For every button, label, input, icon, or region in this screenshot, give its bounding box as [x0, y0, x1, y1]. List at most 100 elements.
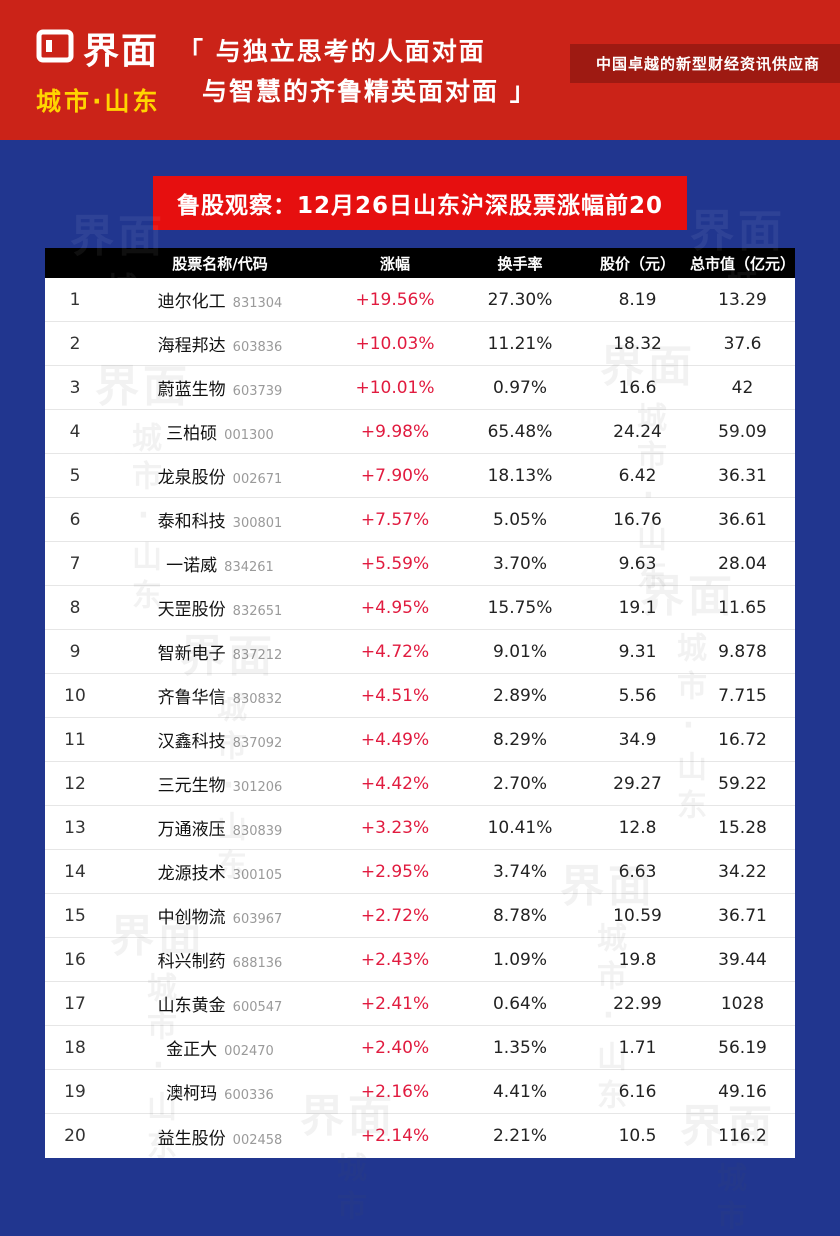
- name-cell: 海程邦达 603836: [105, 331, 335, 356]
- rank-cell: 17: [64, 993, 86, 1014]
- change-cell: +10.03%: [355, 333, 435, 354]
- header-banner: 界面 城市·山东 「 与独立思考的人面对面 与智慧的齐鲁精英面对面 」 中国卓越…: [0, 0, 840, 140]
- logo-subtext: 城市·山东: [36, 87, 161, 116]
- name-cell: 汉鑫科技 837092: [105, 727, 335, 752]
- turnover-cell: 27.30%: [487, 289, 553, 310]
- rank-cell: 12: [64, 773, 86, 794]
- price-cell: 18.32: [613, 333, 662, 354]
- header-price: 股价（元）: [599, 254, 675, 273]
- name-cell: 智新电子 837212: [105, 639, 335, 664]
- name-cell: 三元生物 301206: [105, 771, 335, 796]
- name-cell: 天罡股份 832651: [105, 595, 335, 620]
- stock-code: 830839: [232, 824, 283, 839]
- price-cell: 6.63: [618, 861, 657, 882]
- name-cell: 齐鲁华信 830832: [105, 683, 335, 708]
- stock-code: 603967: [232, 912, 283, 927]
- table-row: 12 三元生物 301206 +4.42% 2.70% 29.27 59.22: [45, 762, 795, 806]
- table-row: 16 科兴制药 688136 +2.43% 1.09% 19.8 39.44: [45, 938, 795, 982]
- change-cell: +19.56%: [355, 289, 435, 310]
- stock-name: 山东黄金: [157, 996, 226, 1016]
- tagline: 中国卓越的新型财经资讯供应商: [569, 44, 840, 83]
- table-row: 15 中创物流 603967 +2.72% 8.78% 10.59 36.71: [45, 894, 795, 938]
- price-cell: 10.59: [613, 905, 662, 926]
- price-cell: 19.8: [618, 949, 657, 970]
- price-cell: 5.56: [618, 685, 657, 706]
- rank-cell: 9: [69, 641, 81, 662]
- cap-cell: 49.16: [718, 1081, 767, 1102]
- table-row: 6 泰和科技 300801 +7.57% 5.05% 16.76 36.61: [45, 498, 795, 542]
- stock-code: 837212: [232, 648, 283, 663]
- rank-cell: 15: [64, 905, 86, 926]
- turnover-cell: 8.78%: [492, 905, 547, 926]
- table-row: 20 益生股份 002458 +2.14% 2.21% 10.5 116.2: [45, 1114, 795, 1158]
- stock-code: 001300: [224, 428, 274, 443]
- turnover-cell: 15.75%: [487, 597, 553, 618]
- change-cell: +3.23%: [360, 817, 430, 838]
- stock-table-body: 1 迪尔化工 831304 +19.56% 27.30% 8.19 13.29 …: [45, 278, 795, 1158]
- rank-cell: 11: [64, 729, 86, 750]
- stock-name: 泰和科技: [157, 512, 226, 532]
- price-cell: 6.16: [618, 1081, 657, 1102]
- price-cell: 29.27: [613, 773, 662, 794]
- stock-name: 科兴制药: [157, 952, 226, 972]
- change-cell: +2.95%: [360, 861, 430, 882]
- cap-cell: 16.72: [718, 729, 767, 750]
- table-row: 2 海程邦达 603836 +10.03% 11.21% 18.32 37.6: [45, 322, 795, 366]
- change-cell: +4.72%: [360, 641, 430, 662]
- cap-cell: 37.6: [723, 333, 762, 354]
- stock-code: 300801: [232, 516, 283, 531]
- price-cell: 22.99: [613, 993, 662, 1014]
- table-row: 10 齐鲁华信 830832 +4.51% 2.89% 5.56 7.715: [45, 674, 795, 718]
- jiemian-logo-icon: [36, 29, 74, 67]
- name-cell: 泰和科技 300801: [105, 507, 335, 532]
- name-cell: 金正大 002470: [105, 1035, 335, 1060]
- page-title: 鲁股观察：12月26日山东沪深股票涨幅前20: [152, 176, 688, 230]
- table-row: 14 龙源技术 300105 +2.95% 3.74% 6.63 34.22: [45, 850, 795, 894]
- name-cell: 龙源技术 300105: [105, 859, 335, 884]
- slogan: 「 与独立思考的人面对面 与智慧的齐鲁精英面对面 」: [178, 32, 537, 112]
- stock-name: 海程邦达: [157, 336, 226, 356]
- turnover-cell: 3.70%: [492, 553, 547, 574]
- name-cell: 蔚蓝生物 603739: [105, 375, 335, 400]
- stock-code: 832651: [232, 604, 283, 619]
- turnover-cell: 0.64%: [492, 993, 547, 1014]
- change-cell: +7.90%: [360, 465, 430, 486]
- change-cell: +9.98%: [360, 421, 430, 442]
- turnover-cell: 10.41%: [487, 817, 553, 838]
- name-cell: 澳柯玛 600336: [105, 1079, 335, 1104]
- price-cell: 9.63: [618, 553, 657, 574]
- change-cell: +4.42%: [360, 773, 430, 794]
- change-cell: +7.57%: [360, 509, 430, 530]
- stock-code: 600336: [224, 1088, 274, 1103]
- cap-cell: 36.71: [718, 905, 767, 926]
- turnover-cell: 1.35%: [492, 1037, 547, 1058]
- stock-name: 中创物流: [157, 908, 226, 928]
- change-cell: +2.40%: [360, 1037, 430, 1058]
- stock-name: 万通液压: [157, 820, 226, 840]
- cap-cell: 56.19: [718, 1037, 767, 1058]
- rank-cell: 20: [64, 1126, 86, 1146]
- stock-name: 龙源技术: [157, 864, 226, 884]
- name-cell: 中创物流 603967: [105, 903, 335, 928]
- cap-cell: 36.61: [718, 509, 767, 530]
- stock-code: 301206: [232, 780, 283, 795]
- change-cell: +2.43%: [360, 949, 430, 970]
- name-cell: 益生股份 002458: [105, 1124, 335, 1149]
- turnover-cell: 2.21%: [492, 1126, 547, 1146]
- stock-code: 002671: [232, 472, 283, 487]
- stock-table: 股票名称/代码 涨幅 换手率 股价（元） 总市值（亿元） 1 迪尔化工 8313…: [45, 248, 795, 1158]
- cap-cell: 13.29: [718, 289, 767, 310]
- cap-cell: 116.2: [718, 1126, 767, 1146]
- stock-code: 830832: [232, 692, 283, 707]
- change-cell: +2.41%: [360, 993, 430, 1014]
- cap-cell: 7.715: [718, 685, 767, 706]
- turnover-cell: 18.13%: [487, 465, 553, 486]
- stock-code: 603836: [232, 340, 283, 355]
- stock-code: 831304: [232, 296, 283, 311]
- stock-name: 齐鲁华信: [157, 688, 226, 708]
- price-cell: 1.71: [618, 1037, 657, 1058]
- change-cell: +4.51%: [360, 685, 430, 706]
- turnover-cell: 8.29%: [492, 729, 547, 750]
- header-change: 涨幅: [379, 254, 410, 273]
- stock-name: 三柏硕: [166, 424, 218, 444]
